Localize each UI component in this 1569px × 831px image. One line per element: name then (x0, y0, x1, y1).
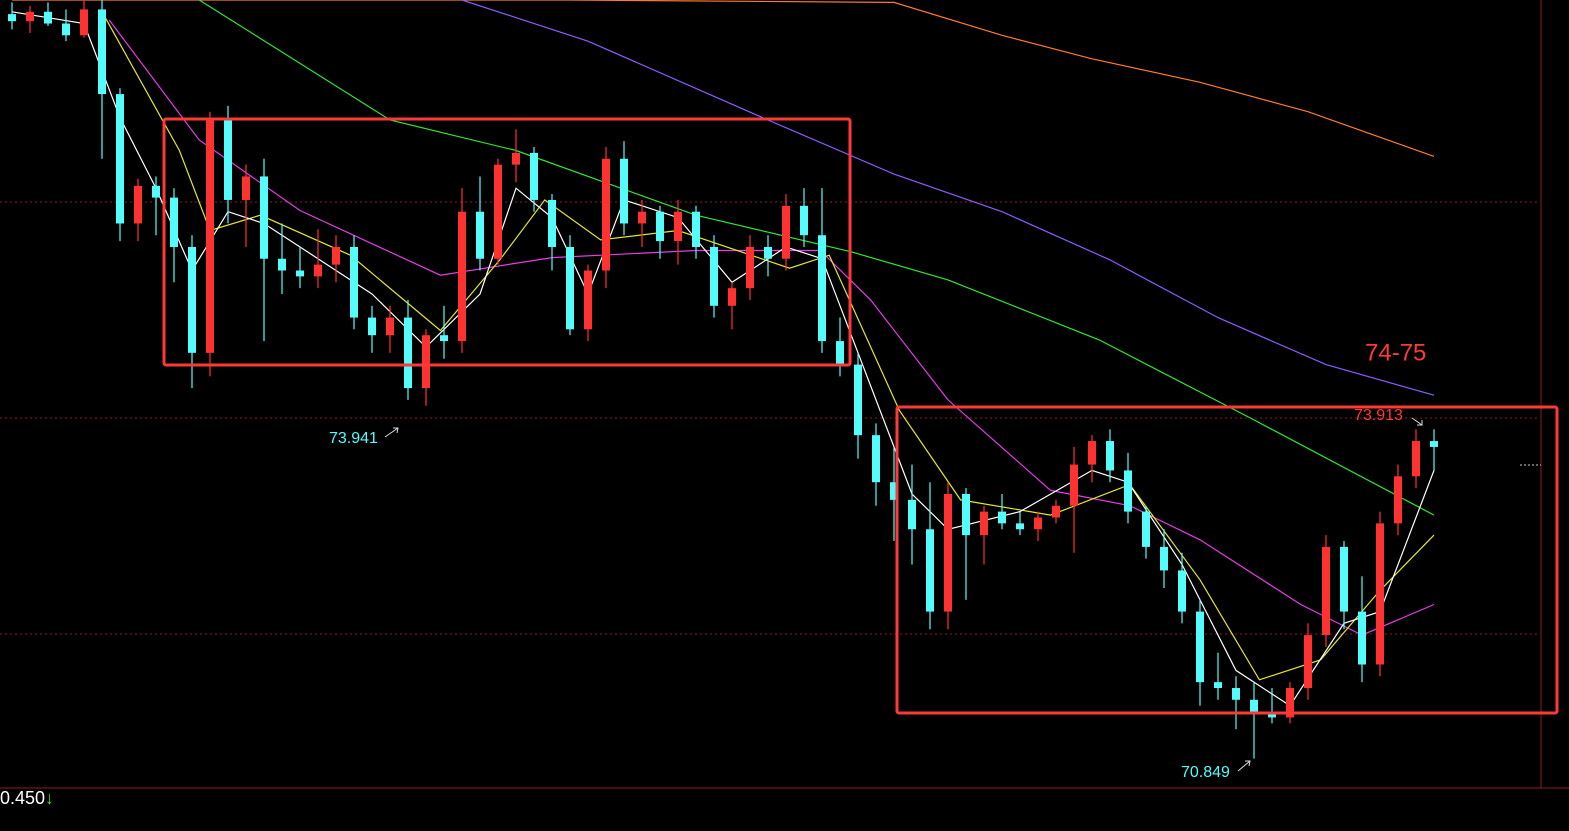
candle-body (692, 211, 700, 247)
annotation: 74-75 (1365, 339, 1426, 366)
candle-body (386, 317, 394, 336)
candle-body (1196, 611, 1204, 683)
candle-body (1016, 523, 1024, 530)
candle-body (530, 152, 538, 200)
candle-body (8, 14, 16, 22)
candle-body (278, 258, 286, 271)
candle-body (836, 341, 844, 365)
annotation: 73.913 (1354, 407, 1403, 424)
candle-body (152, 185, 160, 198)
candle-body (764, 246, 772, 259)
candle-body (422, 335, 430, 389)
candle-body (1232, 688, 1240, 700)
candle-body (62, 23, 70, 36)
candle-body (494, 164, 502, 259)
candle-body (1070, 464, 1078, 506)
candle-body (1160, 546, 1168, 571)
candle-body (1034, 517, 1042, 530)
candle-body (872, 435, 880, 483)
candle-body (1394, 476, 1402, 524)
candle-body (800, 205, 808, 236)
candle-body (1340, 546, 1348, 612)
candle-body (44, 11, 52, 24)
candle-body (944, 493, 952, 612)
candle-body (1358, 611, 1366, 665)
footer-arrow: ↓ (45, 788, 54, 808)
ma-line (461, 0, 1435, 396)
candle-body (782, 205, 790, 259)
range-box (895, 405, 1559, 715)
candle-body (1430, 441, 1438, 447)
candle-body (890, 482, 898, 500)
candle-body (962, 493, 970, 536)
arrow (1411, 417, 1423, 426)
range-box (162, 117, 852, 367)
candle-body (620, 158, 628, 224)
ma-line (11, 11, 1435, 707)
candle-body (674, 211, 682, 242)
grid (0, 201, 1540, 635)
candle-body (638, 211, 646, 224)
candle-body (908, 499, 916, 530)
candle-body (260, 176, 268, 259)
candle-body (980, 511, 988, 536)
ma-line (108, 19, 1435, 636)
candle-body (404, 317, 412, 389)
candle-body (1088, 441, 1096, 465)
candle-body (98, 9, 106, 95)
candle-body (1250, 699, 1258, 712)
candle-body (998, 511, 1006, 524)
arrow (384, 427, 399, 438)
candle-body (188, 246, 196, 353)
footer-value-text: 0.450 (0, 788, 45, 808)
candle-body (728, 288, 736, 306)
footer-value: 0.450↓ (0, 788, 54, 808)
candle-body (1304, 635, 1312, 689)
annotation: 73.941 (329, 430, 378, 447)
candle-body (314, 264, 322, 277)
candle-body (206, 117, 214, 353)
candle-body (1142, 511, 1150, 547)
candle-body (1412, 441, 1420, 477)
candle-body (602, 158, 610, 271)
candle-body (548, 199, 556, 247)
candle-body (656, 211, 664, 242)
candle-body (1052, 505, 1060, 518)
candle-body (134, 185, 142, 224)
candle-body (350, 246, 358, 318)
candle-body (512, 152, 520, 165)
candle-body (242, 176, 250, 200)
ma-line (101, 11, 1435, 681)
candle-body (1106, 441, 1114, 471)
candle-body (224, 117, 232, 200)
candle-body (26, 11, 34, 22)
arrow (1237, 760, 1251, 772)
plot (8, 0, 1438, 759)
candle-body (854, 364, 862, 436)
candle-body (818, 235, 826, 342)
candle-body (746, 246, 754, 289)
candle-body (440, 335, 448, 342)
candle-body (1214, 682, 1222, 689)
candle-body (476, 211, 484, 259)
candle-body (1178, 570, 1186, 612)
candle-body (584, 270, 592, 330)
candle-body (566, 246, 574, 330)
ma-line (12, 0, 1435, 157)
candle-body (368, 317, 376, 336)
candle-body (332, 246, 340, 265)
candle-body (1286, 688, 1294, 718)
candle-body (80, 9, 88, 36)
candle-body (1124, 470, 1132, 512)
annotation: 70.849 (1181, 764, 1230, 781)
candle-body (1376, 523, 1384, 665)
candle-body (296, 270, 304, 277)
candle-body (926, 529, 934, 612)
candle-body (710, 246, 718, 306)
candle-body (116, 94, 124, 224)
candle-body (458, 211, 466, 342)
candle-body (170, 197, 178, 247)
candle-body (1322, 546, 1330, 636)
